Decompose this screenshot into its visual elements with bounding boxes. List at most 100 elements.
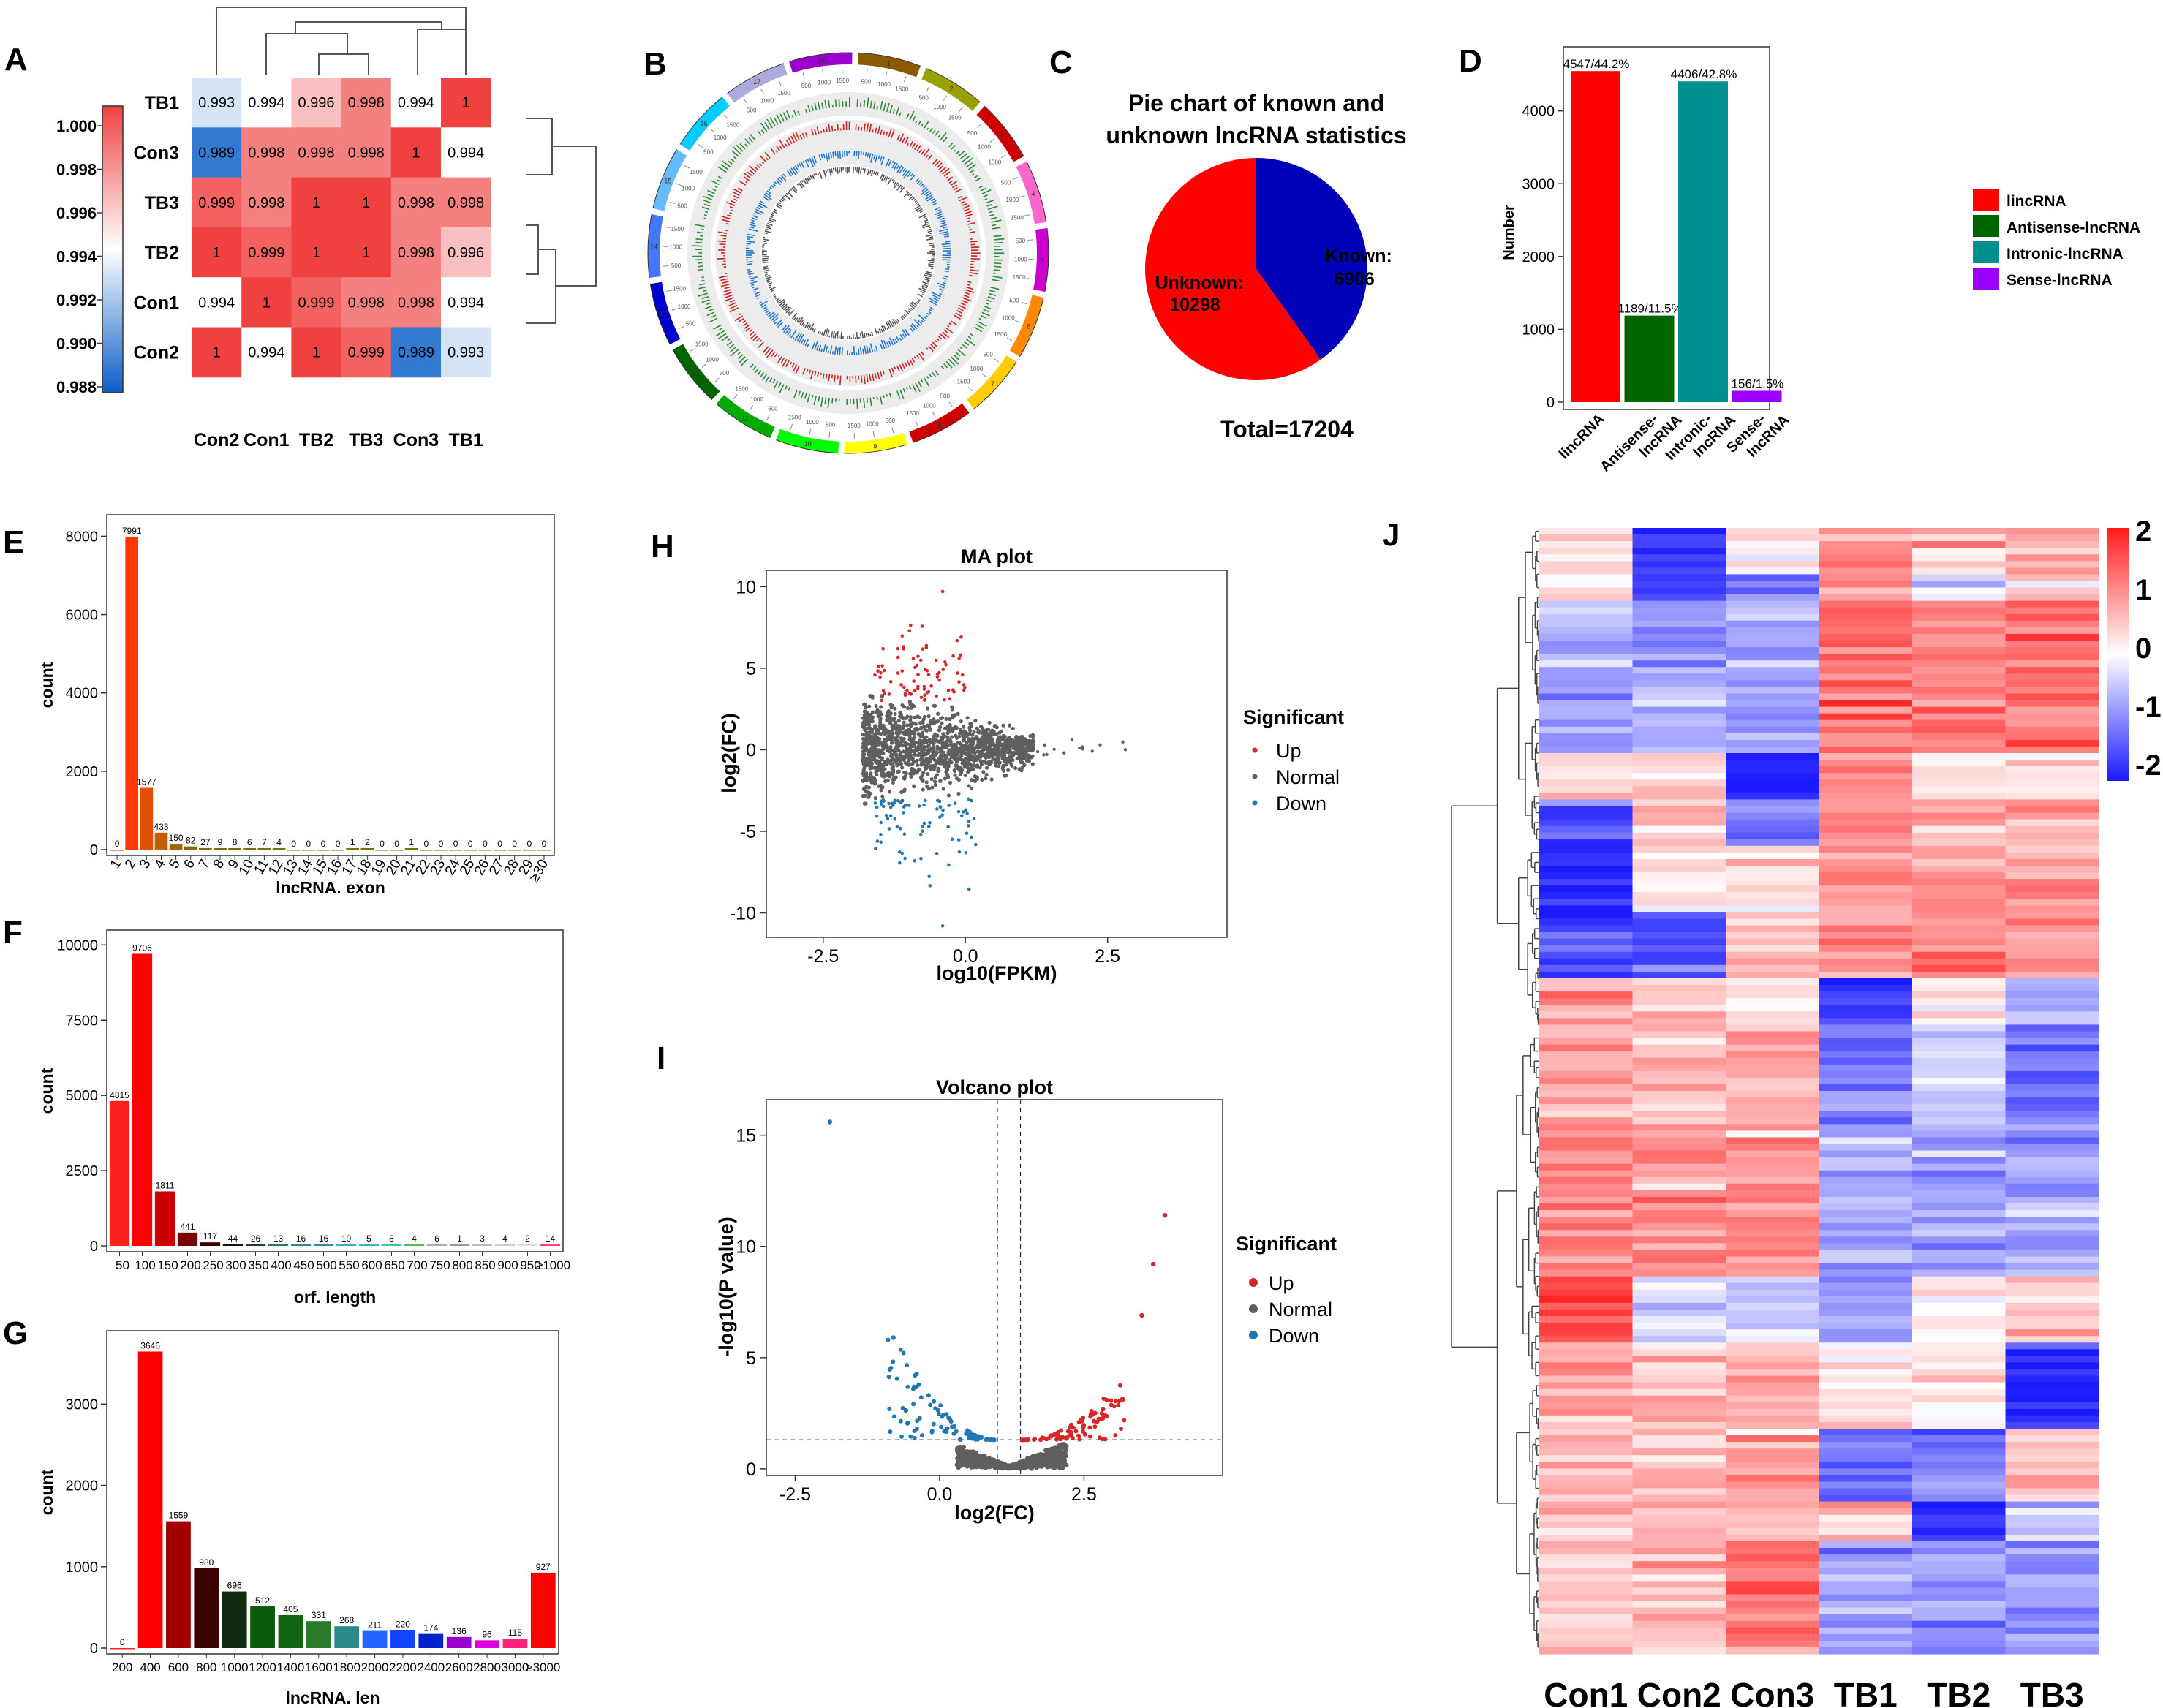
point-normal: [1001, 756, 1005, 760]
circos-signal-bar: [915, 178, 919, 183]
bar-50: [109, 1100, 130, 1246]
circos-signal-bar: [940, 219, 945, 223]
circos-signal-bar: [934, 339, 937, 343]
circos-signal-bar: [908, 385, 912, 390]
point-normal: [1024, 741, 1029, 746]
y-tick-label: 5000: [66, 1088, 99, 1104]
legend-marker-normal: [1252, 774, 1258, 779]
point-normal: [1042, 753, 1046, 757]
scale-tick: [926, 86, 930, 91]
circos-signal-bar: [733, 156, 737, 159]
point-up: [888, 680, 893, 684]
point-normal: [959, 757, 963, 762]
scale-tick: [671, 308, 678, 311]
circos-signal-bar: [799, 181, 805, 188]
circos-signal-bar: [978, 317, 982, 320]
circos-signal-bar: [925, 194, 933, 200]
circos-signal-bar: [912, 384, 917, 393]
circos-signal-bar: [766, 311, 771, 316]
point-normal: [881, 730, 886, 734]
circos-signal-bar: [909, 110, 915, 121]
points: [861, 589, 1128, 928]
chromosome-label-14: 14: [650, 243, 657, 251]
point-normal: [962, 761, 967, 766]
point-up: [940, 589, 945, 594]
chromosome-outline: [649, 284, 671, 345]
circos-signal-bar: [718, 327, 723, 331]
point-down: [964, 1431, 969, 1436]
circos-signal-bar: [891, 318, 897, 325]
circos-signal-bar: [962, 297, 972, 302]
point-normal: [979, 759, 984, 764]
circos-signal-bar: [816, 345, 819, 351]
circos-signal-bar: [875, 127, 877, 134]
circos-signal-bar: [730, 299, 736, 303]
circos-signal-bar: [790, 135, 795, 143]
chromosome-label-1: 1: [887, 60, 891, 67]
circos-signal-bar: [910, 175, 916, 181]
bar-data-label: 512: [255, 1595, 270, 1606]
circos-signal-bar: [961, 299, 969, 304]
x-tick-label: 900: [497, 1258, 518, 1272]
circos-signal-bar: [766, 226, 771, 230]
chromosome-band-13: [650, 281, 681, 344]
cell-tb3-con3: [390, 177, 442, 228]
circos-signal-bar: [820, 130, 823, 134]
circos-signal-bar: [863, 332, 866, 338]
bar-intronic-lncrna: [1678, 81, 1728, 402]
scale-tick: [669, 201, 676, 205]
point-normal: [968, 762, 973, 766]
point-normal: [911, 771, 916, 776]
circos-signal-bar: [751, 219, 755, 222]
point-up: [1113, 1399, 1118, 1404]
x-tick-label: 2.5: [1095, 946, 1120, 967]
heatmap-cell: [1632, 574, 1726, 582]
point-up: [878, 675, 882, 679]
cell-value: 1: [312, 345, 320, 361]
x-tick-label: 950: [520, 1258, 540, 1272]
point-down: [914, 1427, 919, 1432]
point-down: [888, 1365, 894, 1370]
circos-signal-bar: [831, 168, 834, 174]
circos-signal-bar: [752, 215, 758, 219]
scale-tick: [967, 386, 973, 392]
circos-signal-bar: [785, 307, 792, 314]
circos-signal-bar: [929, 374, 932, 377]
circos-signal-bar: [811, 156, 816, 167]
chromosome-band-1: [857, 53, 921, 78]
point-normal: [1027, 759, 1032, 763]
point-normal: [867, 795, 871, 799]
bar-650: [381, 1244, 402, 1246]
circos-signal-bar: [867, 97, 869, 108]
circos-signal-bar: [731, 159, 735, 162]
point-normal: [1030, 738, 1035, 742]
circos-signal-bar: [856, 398, 858, 409]
circos-signal-bar: [747, 171, 753, 177]
point-down: [967, 819, 971, 823]
point-normal: [997, 764, 1001, 768]
point-up: [1099, 1416, 1104, 1421]
point-normal: [880, 747, 886, 752]
bar-18: [360, 848, 374, 850]
point-down: [908, 1434, 913, 1439]
chromosome-label-4: 4: [1031, 190, 1035, 197]
bar-data-label: 0: [542, 839, 547, 849]
point-normal: [1004, 1465, 1009, 1470]
point-outlier: [1162, 1212, 1168, 1218]
point-normal: [927, 726, 932, 730]
bar-23: [434, 850, 448, 851]
panel-c-known-value: 6906: [1334, 269, 1375, 290]
circos-signal-bar: [943, 136, 948, 143]
point-normal: [875, 708, 880, 712]
panel-label-a: A: [4, 42, 28, 78]
circos-signal-bar: [910, 325, 916, 331]
circos-signal-bar: [801, 132, 806, 139]
scale-tick: [697, 143, 703, 148]
point-normal: [933, 783, 937, 787]
x-tick-label: 2800: [473, 1660, 501, 1674]
point-down: [903, 804, 907, 807]
circos-signal-bar: [714, 186, 718, 189]
circos-signal-bar: [772, 210, 777, 214]
circos-signal-bar: [993, 269, 1001, 271]
chromosome-label-8: 8: [937, 422, 941, 429]
